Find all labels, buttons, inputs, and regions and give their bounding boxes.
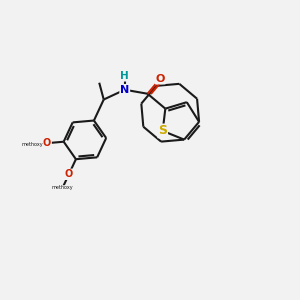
Text: H: H <box>120 71 129 81</box>
Text: O: O <box>156 74 165 84</box>
Text: O: O <box>65 169 73 179</box>
Text: O: O <box>43 138 51 148</box>
Text: S: S <box>158 124 167 137</box>
Text: methoxy: methoxy <box>52 185 73 190</box>
Text: methoxy: methoxy <box>21 142 43 147</box>
Text: N: N <box>120 85 129 95</box>
